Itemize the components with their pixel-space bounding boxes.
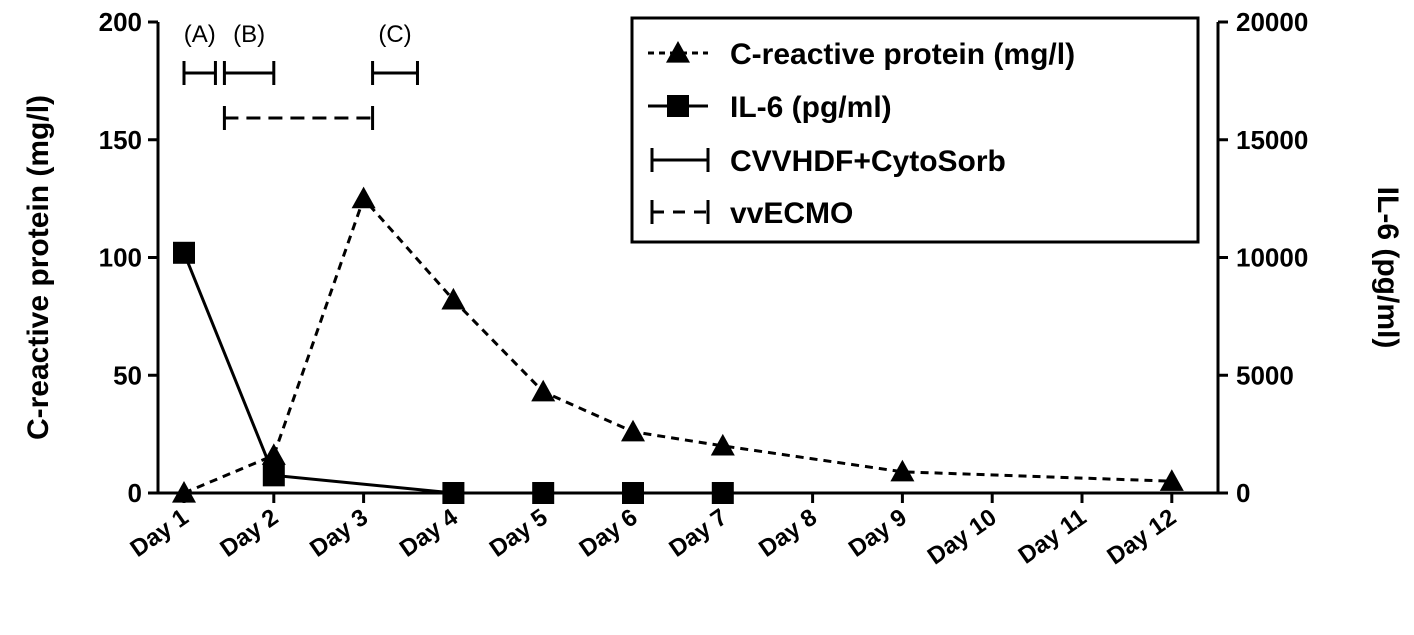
vvecmo-interval: [222, 106, 375, 130]
legend-label: IL-6 (pg/ml): [730, 91, 892, 124]
il6-data-point: [262, 464, 285, 487]
right-tick-label: 20000: [1236, 7, 1308, 37]
legend-il6-marker: [667, 95, 689, 117]
legend-box: [630, 16, 1200, 244]
cvvhdf-interval: [182, 61, 217, 85]
left-tick-label: 100: [99, 243, 142, 273]
y-axis-title-right: IL-6 (pg/ml): [1371, 187, 1404, 349]
interval-label: (B): [233, 21, 265, 48]
legend-crp-marker: [666, 41, 690, 63]
x-tick-label: Day 4: [395, 503, 463, 562]
left-tick-label: 150: [99, 125, 142, 155]
left-tick-label: 200: [99, 7, 142, 37]
x-tick-label: Day 7: [664, 504, 732, 563]
crp-data-point: [172, 481, 196, 503]
il6-data-point: [532, 482, 555, 504]
x-tick-label: Day 2: [215, 504, 283, 563]
legend-vvecmo-symbol: [650, 200, 710, 224]
x-tick-label: Day 10: [923, 504, 1002, 571]
interval-label: (A): [184, 21, 216, 48]
legend-label: CVVHDF+CytoSorb: [730, 145, 1006, 178]
right-tick-label: 5000: [1236, 360, 1294, 390]
right-tick-label: 0: [1236, 478, 1250, 508]
x-tick-label: Day 1: [125, 504, 193, 563]
crp-data-point: [890, 459, 915, 482]
interval-label: (C): [378, 21, 411, 48]
crp-data-point: [531, 379, 556, 402]
il6-data-point: [622, 482, 644, 504]
x-tick-label: Day 9: [844, 504, 912, 563]
x-tick-label: Day 12: [1102, 504, 1181, 571]
right-tick-label: 15000: [1236, 125, 1308, 155]
legend-cvvhdf-symbol: [650, 148, 710, 172]
il6-series-line: [182, 252, 723, 495]
x-tick-label: Day 6: [574, 504, 642, 563]
crp-data-point: [710, 433, 735, 456]
x-tick-label: Day 8: [754, 504, 822, 563]
right-tick-label: 10000: [1236, 243, 1308, 273]
il6-data-point: [711, 482, 734, 504]
crp-data-point: [1159, 469, 1184, 491]
left-tick-label: 50: [113, 360, 142, 390]
legend-label: C-reactive protein (mg/l): [730, 38, 1075, 71]
left-tick-label: 0: [128, 478, 142, 508]
il6-data-point: [442, 482, 465, 504]
x-tick-label: Day 11: [1014, 504, 1092, 570]
crp-data-point: [621, 419, 645, 442]
il6-data-point: [173, 241, 195, 264]
x-tick-label: Day 3: [305, 504, 373, 563]
crp-data-point: [441, 287, 466, 310]
cvvhdf-interval: [371, 61, 419, 85]
x-tick-label: Day 5: [485, 504, 553, 563]
y-axis-title-left: C-reactive protein (mg/l): [22, 95, 55, 440]
crp-data-point: [351, 186, 376, 209]
cvvhdf-interval: [222, 61, 276, 85]
legend-label: vvECMO: [730, 197, 853, 230]
